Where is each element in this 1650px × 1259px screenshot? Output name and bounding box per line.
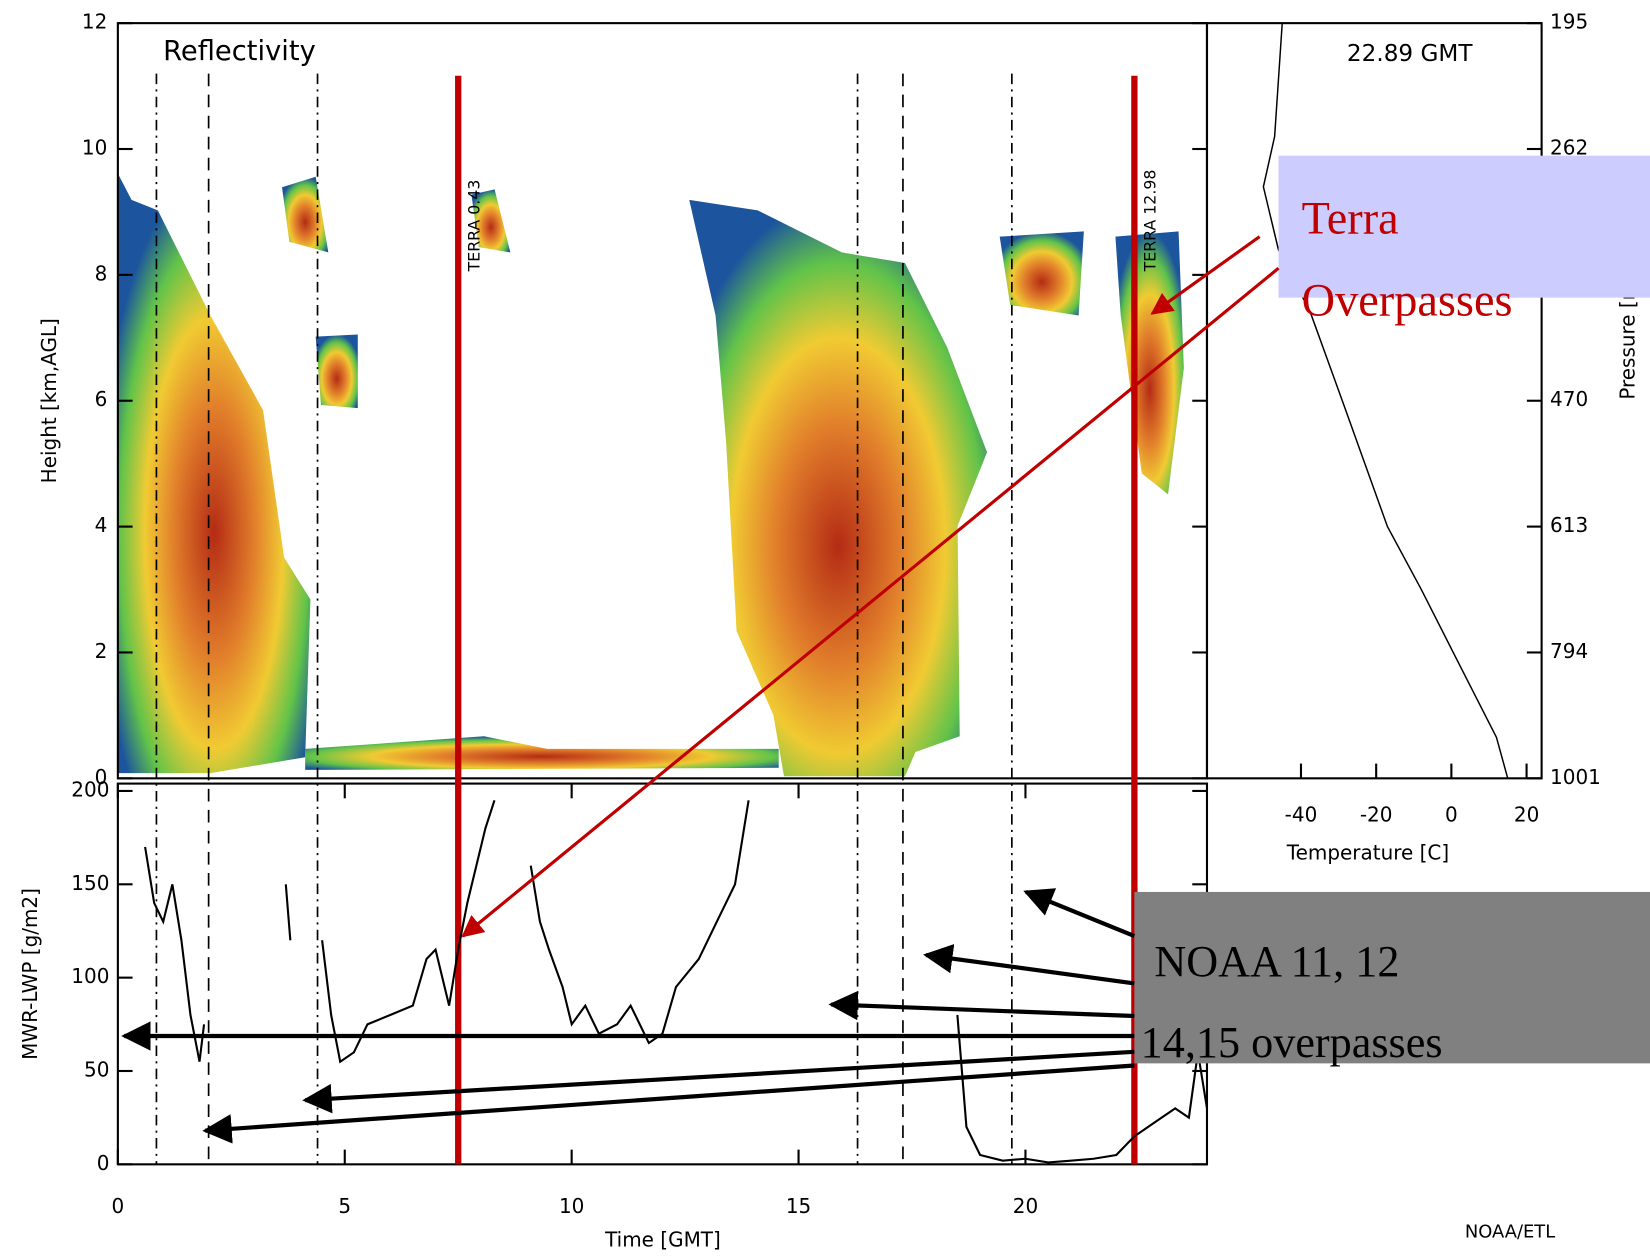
x-tick-label: 10 — [559, 1194, 584, 1218]
y-tick-label: 2 — [95, 639, 108, 663]
callout-text: 14,15 overpasses — [1141, 1018, 1443, 1067]
arrow — [926, 955, 1134, 983]
x-tick-label: 0 — [1445, 803, 1458, 827]
y-tick-label: 12 — [82, 10, 107, 34]
lwp-line — [145, 800, 1207, 1162]
profile-frame — [1207, 23, 1542, 778]
echo — [316, 334, 358, 408]
x-tick-label: 15 — [786, 1194, 811, 1218]
y-tick-label: 8 — [95, 261, 108, 285]
x-axis-label: Time [GMT] — [604, 1228, 721, 1252]
y-tick-label: 50 — [84, 1057, 109, 1081]
x-tick-label: 0 — [111, 1194, 124, 1218]
terra-label: TERRA 12.98 — [1141, 170, 1160, 273]
echo — [305, 736, 779, 770]
y-tick-label: 0 — [97, 1151, 110, 1175]
arrow — [831, 1004, 1134, 1016]
panel-title: Reflectivity — [163, 36, 316, 67]
x-tick-label: 20 — [1514, 803, 1539, 827]
y2-tick-label: 470 — [1550, 387, 1588, 411]
y-tick-label: 4 — [95, 513, 108, 537]
callout-text: Terra — [1302, 194, 1399, 245]
y2-tick-label: 195 — [1550, 10, 1588, 34]
x-axis-label: Temperature [C] — [1286, 841, 1449, 865]
y-axis-label: MWR-LWP [g/m2] — [18, 888, 42, 1060]
terra-label: TERRA 0.43 — [465, 180, 484, 273]
y2-tick-label: 613 — [1550, 513, 1588, 537]
y-tick-label: 150 — [71, 871, 109, 895]
echo — [689, 200, 987, 776]
y-tick-label: 100 — [71, 964, 109, 988]
page: {"annotations": {"terra": ["Terra", "Ove… — [0, 0, 1650, 1259]
y-axis-label: Height [km,AGL] — [37, 318, 61, 483]
lwp-frame — [118, 784, 1207, 1165]
y-tick-label: 200 — [71, 777, 109, 801]
figure: Reflectivity 22.89 GMT Height [km,AGL] P… — [0, 0, 1650, 1259]
y2-tick-label: 1001 — [1550, 765, 1601, 789]
arrow — [1026, 892, 1134, 936]
credit: NOAA/ETL — [1465, 1222, 1555, 1243]
x-tick-label: -40 — [1285, 803, 1318, 827]
echo — [118, 174, 311, 774]
echo — [282, 177, 328, 253]
y-tick-label: 6 — [95, 387, 108, 411]
y-tick-label: 10 — [82, 136, 107, 160]
callout-text: NOAA 11, 12 — [1154, 937, 1399, 986]
x-tick-label: 20 — [1013, 1194, 1038, 1218]
callout-text: Overpasses — [1302, 276, 1513, 327]
x-tick-label: -20 — [1360, 803, 1393, 827]
temperature-profile — [1263, 23, 1507, 778]
y2-tick-label: 794 — [1550, 639, 1588, 663]
x-tick-label: 5 — [338, 1194, 351, 1218]
panel-title: 22.89 GMT — [1347, 41, 1473, 67]
